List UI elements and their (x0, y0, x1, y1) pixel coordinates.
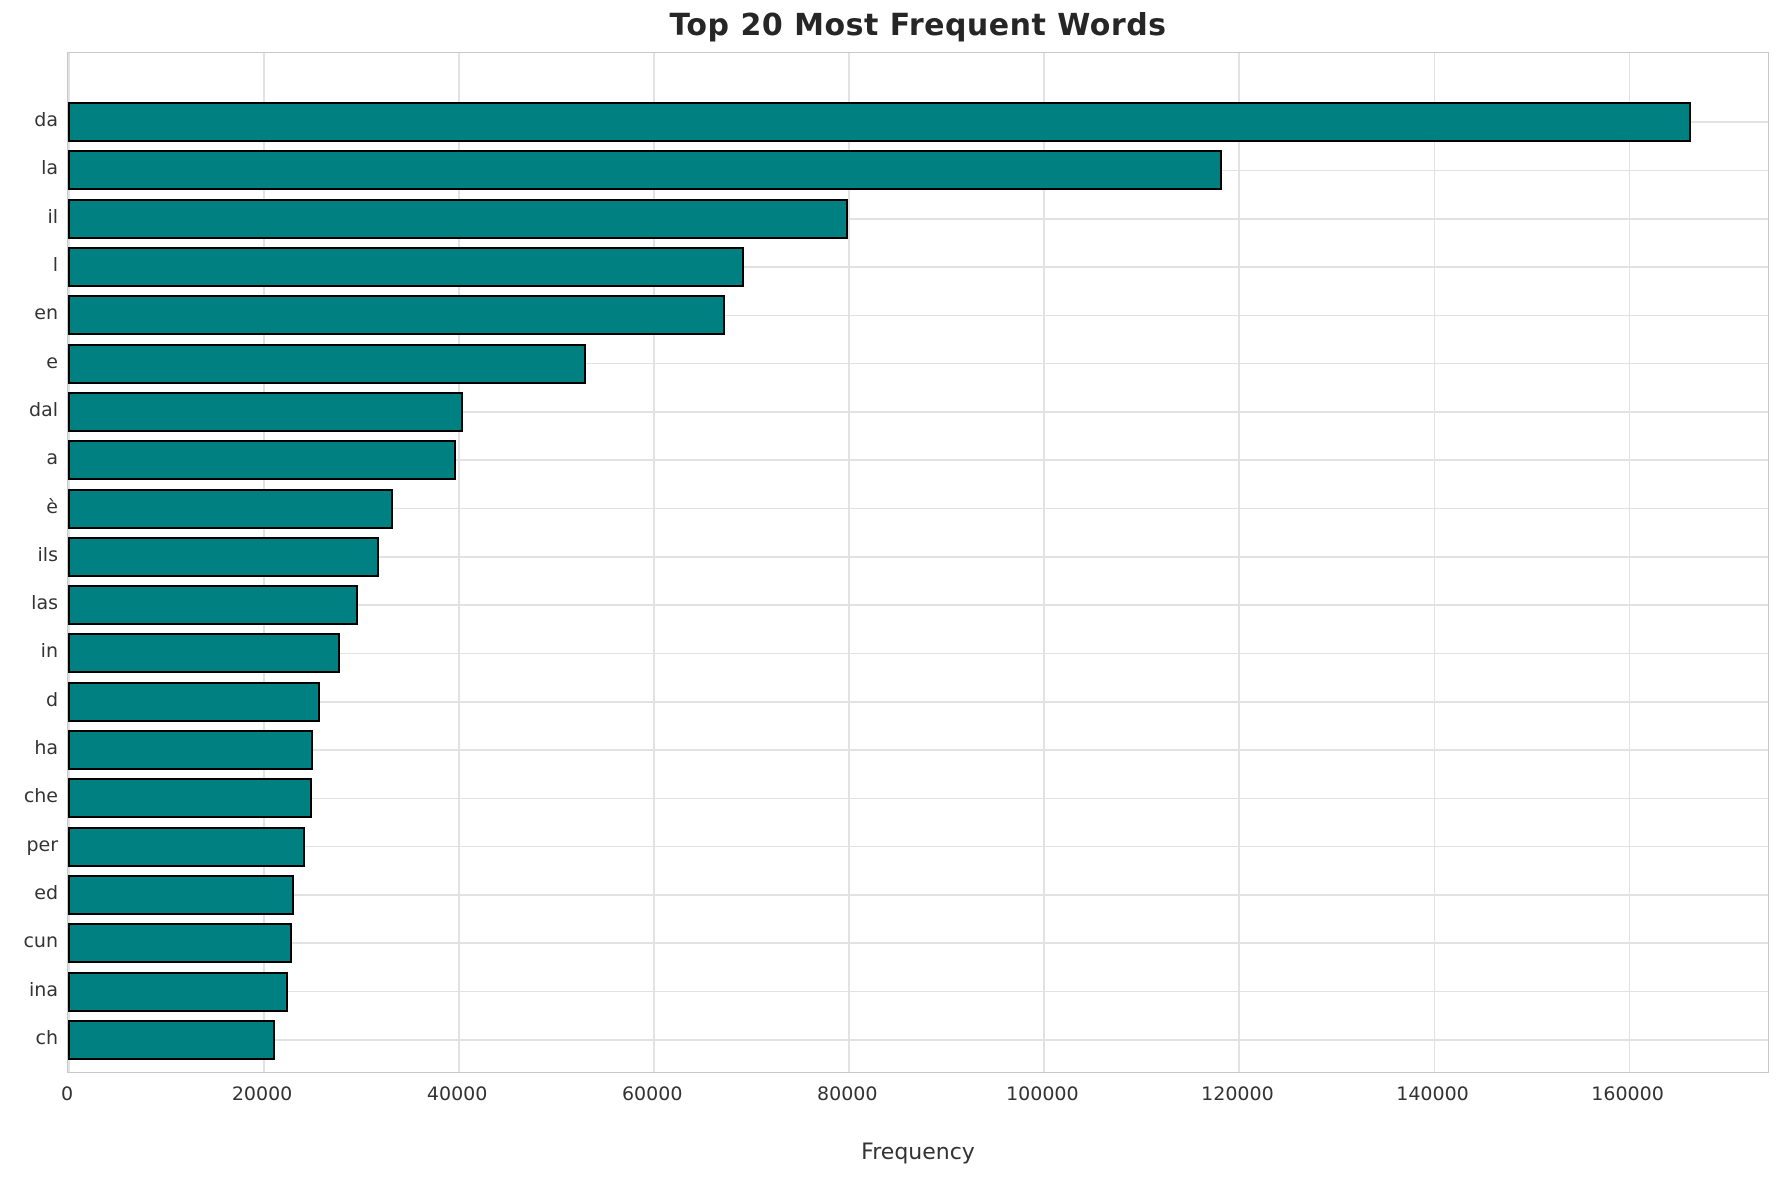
y-tick-label-la: la (41, 157, 58, 180)
x-tick-label-0: 0 (60, 1083, 74, 1105)
bar-ina (68, 971, 289, 1012)
horizontal-gridline (68, 411, 1768, 413)
x-tick-label-20000: 20000 (231, 1083, 293, 1105)
x-axis-title: Frequency (861, 1140, 975, 1165)
bar-il (68, 198, 849, 239)
bar-e (68, 343, 586, 384)
bar-cun (68, 923, 293, 964)
x-tick-label-120000: 120000 (1201, 1083, 1274, 1105)
bar-ha (68, 730, 313, 771)
vertical-gridline (848, 53, 850, 1072)
x-tick-label-80000: 80000 (817, 1083, 878, 1105)
y-tick-label-l: l (52, 254, 58, 277)
bar-in (68, 633, 341, 674)
y-tick-label-il: il (47, 205, 58, 228)
bar-las (68, 585, 358, 626)
bar-dal (68, 391, 464, 432)
vertical-gridline (653, 53, 655, 1072)
horizontal-gridline (68, 507, 1768, 510)
y-tick-label-da: da (34, 109, 58, 132)
bar-ils (68, 536, 380, 577)
horizontal-gridline (68, 217, 1768, 220)
bar-ch (68, 1019, 275, 1060)
y-tick-label-las: las (31, 592, 58, 615)
x-tick-label-60000: 60000 (621, 1083, 683, 1105)
horizontal-gridline (68, 1039, 1768, 1041)
vertical-gridline (1433, 53, 1436, 1072)
horizontal-gridline (68, 942, 1768, 945)
y-tick-label-ina: ina (29, 978, 58, 1001)
horizontal-gridline (68, 314, 1768, 317)
horizontal-gridline (68, 797, 1768, 800)
horizontal-gridline (68, 604, 1768, 606)
horizontal-gridline (68, 556, 1768, 558)
y-tick-label-ch: ch (35, 1026, 59, 1049)
x-tick-label-100000: 100000 (1006, 1083, 1079, 1105)
vertical-gridline (1043, 53, 1045, 1072)
bar-d (68, 681, 320, 722)
y-tick-label-ils: ils (37, 543, 58, 566)
vertical-gridline (1238, 53, 1241, 1072)
y-tick-label-è: è (46, 495, 58, 518)
horizontal-gridline (68, 700, 1768, 703)
y-tick-label-per: per (26, 833, 58, 856)
bar-che (68, 778, 312, 819)
bar-ed (68, 874, 295, 915)
horizontal-gridline (68, 459, 1768, 462)
y-tick-label-ed: ed (34, 881, 58, 904)
horizontal-gridline (68, 652, 1768, 655)
horizontal-gridline (68, 362, 1768, 365)
bar-en (68, 295, 726, 336)
x-tick-label-40000: 40000 (426, 1083, 488, 1105)
chart-title: Top 20 Most Frequent Words (669, 8, 1167, 43)
horizontal-gridline (68, 266, 1768, 268)
y-tick-label-che: che (23, 785, 58, 808)
horizontal-gridline (68, 749, 1768, 751)
bar-per (68, 826, 305, 867)
vertical-gridline (458, 53, 460, 1072)
x-tick-label-140000: 140000 (1396, 1083, 1469, 1105)
plot-area (67, 52, 1769, 1073)
y-tick-label-cun: cun (23, 930, 58, 953)
y-tick-label-in: in (40, 640, 58, 663)
bar-l (68, 247, 744, 288)
y-tick-label-a: a (46, 447, 58, 470)
bar-è (68, 488, 393, 529)
horizontal-gridline (68, 894, 1768, 896)
x-tick-label-160000: 160000 (1591, 1083, 1664, 1105)
vertical-gridline (1628, 53, 1631, 1072)
bar-da (68, 102, 1691, 143)
y-tick-label-dal: dal (29, 398, 58, 421)
y-tick-label-d: d (45, 688, 58, 711)
horizontal-gridline (68, 845, 1768, 848)
y-tick-label-ha: ha (34, 737, 58, 760)
bar-la (68, 150, 1222, 191)
y-tick-label-e: e (46, 350, 58, 373)
bar-a (68, 440, 457, 481)
horizontal-gridline (68, 990, 1768, 993)
y-tick-label-en: en (34, 302, 58, 325)
